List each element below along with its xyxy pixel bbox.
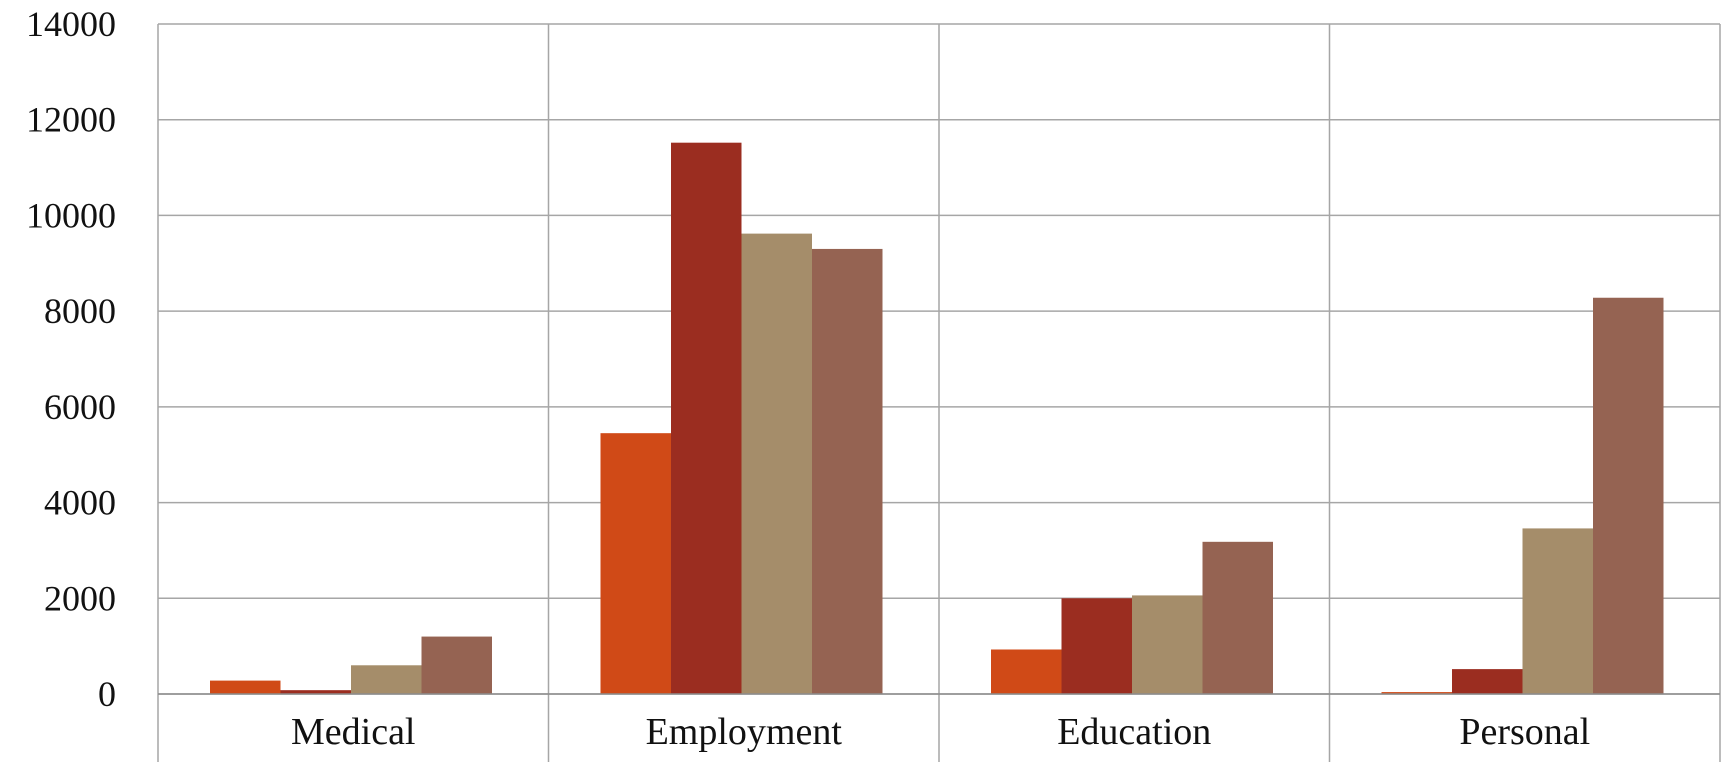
y-tick-label-1: 2000	[44, 578, 116, 618]
y-tick-label-5: 10000	[26, 195, 116, 235]
bar-medical-series-4	[421, 636, 492, 694]
y-tick-labels: 0 2000 4000 6000 8000 10000 12000 14000	[26, 4, 116, 714]
bar-employment-series-3	[741, 233, 812, 694]
bar-personal-series-1	[1381, 692, 1452, 694]
x-category-label-medical: Medical	[291, 711, 416, 753]
bar-employment-series-4	[812, 248, 883, 694]
y-tick-label-7: 14000	[26, 4, 116, 44]
bar-medical-series-2	[280, 690, 351, 694]
x-category-label-education: Education	[1057, 711, 1211, 753]
bar-personal-series-3	[1522, 528, 1593, 694]
bar-education-series-4	[1202, 541, 1273, 694]
x-category-labels: Medical Employment Education Personal	[291, 711, 1590, 753]
x-category-label-employment: Employment	[646, 711, 843, 753]
gridlines	[157, 23, 1721, 762]
bar-medical-series-3	[351, 665, 422, 694]
y-tick-label-3: 6000	[44, 387, 116, 427]
bar-employment-series-2	[671, 142, 742, 694]
bar-employment-series-1	[600, 433, 671, 694]
bar-education-series-1	[991, 649, 1062, 694]
bar-medical-series-1	[210, 680, 281, 694]
bar-education-series-3	[1132, 595, 1203, 694]
bar-education-series-2	[1061, 598, 1132, 694]
y-tick-label-0: 0	[98, 674, 116, 714]
y-tick-label-6: 12000	[26, 100, 116, 140]
bar-personal-series-4	[1593, 297, 1664, 694]
bars	[210, 142, 1664, 694]
y-tick-label-2: 4000	[44, 483, 116, 523]
x-category-label-personal: Personal	[1459, 711, 1590, 753]
y-tick-label-4: 8000	[44, 291, 116, 331]
bar-personal-series-2	[1452, 669, 1523, 694]
